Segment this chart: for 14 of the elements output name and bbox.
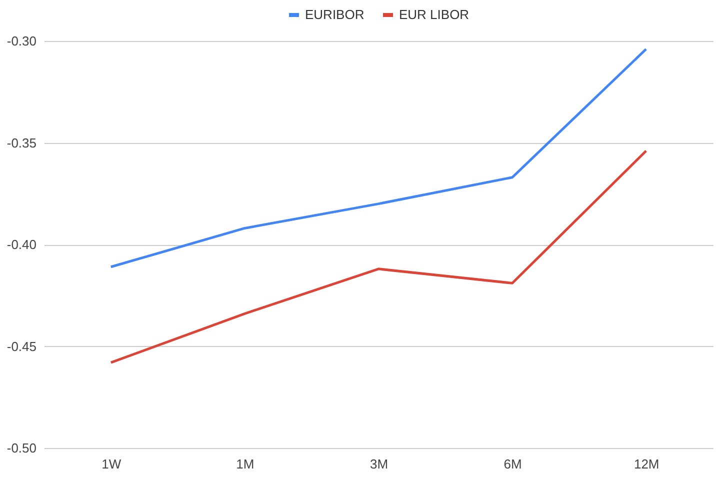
y-tick-label: -0.40 bbox=[6, 237, 36, 252]
legend-label: EURIBOR bbox=[305, 7, 364, 22]
x-tick-label: 6M bbox=[504, 456, 522, 472]
line-series bbox=[110, 48, 648, 268]
y-tick-label: -0.45 bbox=[6, 338, 36, 354]
line-series bbox=[110, 150, 648, 364]
x-tick-label: 1M bbox=[236, 456, 254, 472]
y-tick-label: -0.50 bbox=[6, 440, 36, 456]
y-tick-label: -0.30 bbox=[6, 34, 36, 48]
y-tick-label: -0.35 bbox=[6, 135, 36, 150]
x-tick-label: 3M bbox=[370, 456, 388, 472]
x-tick-label: 1W bbox=[102, 456, 122, 472]
x-tick-label: 12M bbox=[634, 456, 660, 472]
legend-label: EUR LIBOR bbox=[399, 7, 470, 22]
